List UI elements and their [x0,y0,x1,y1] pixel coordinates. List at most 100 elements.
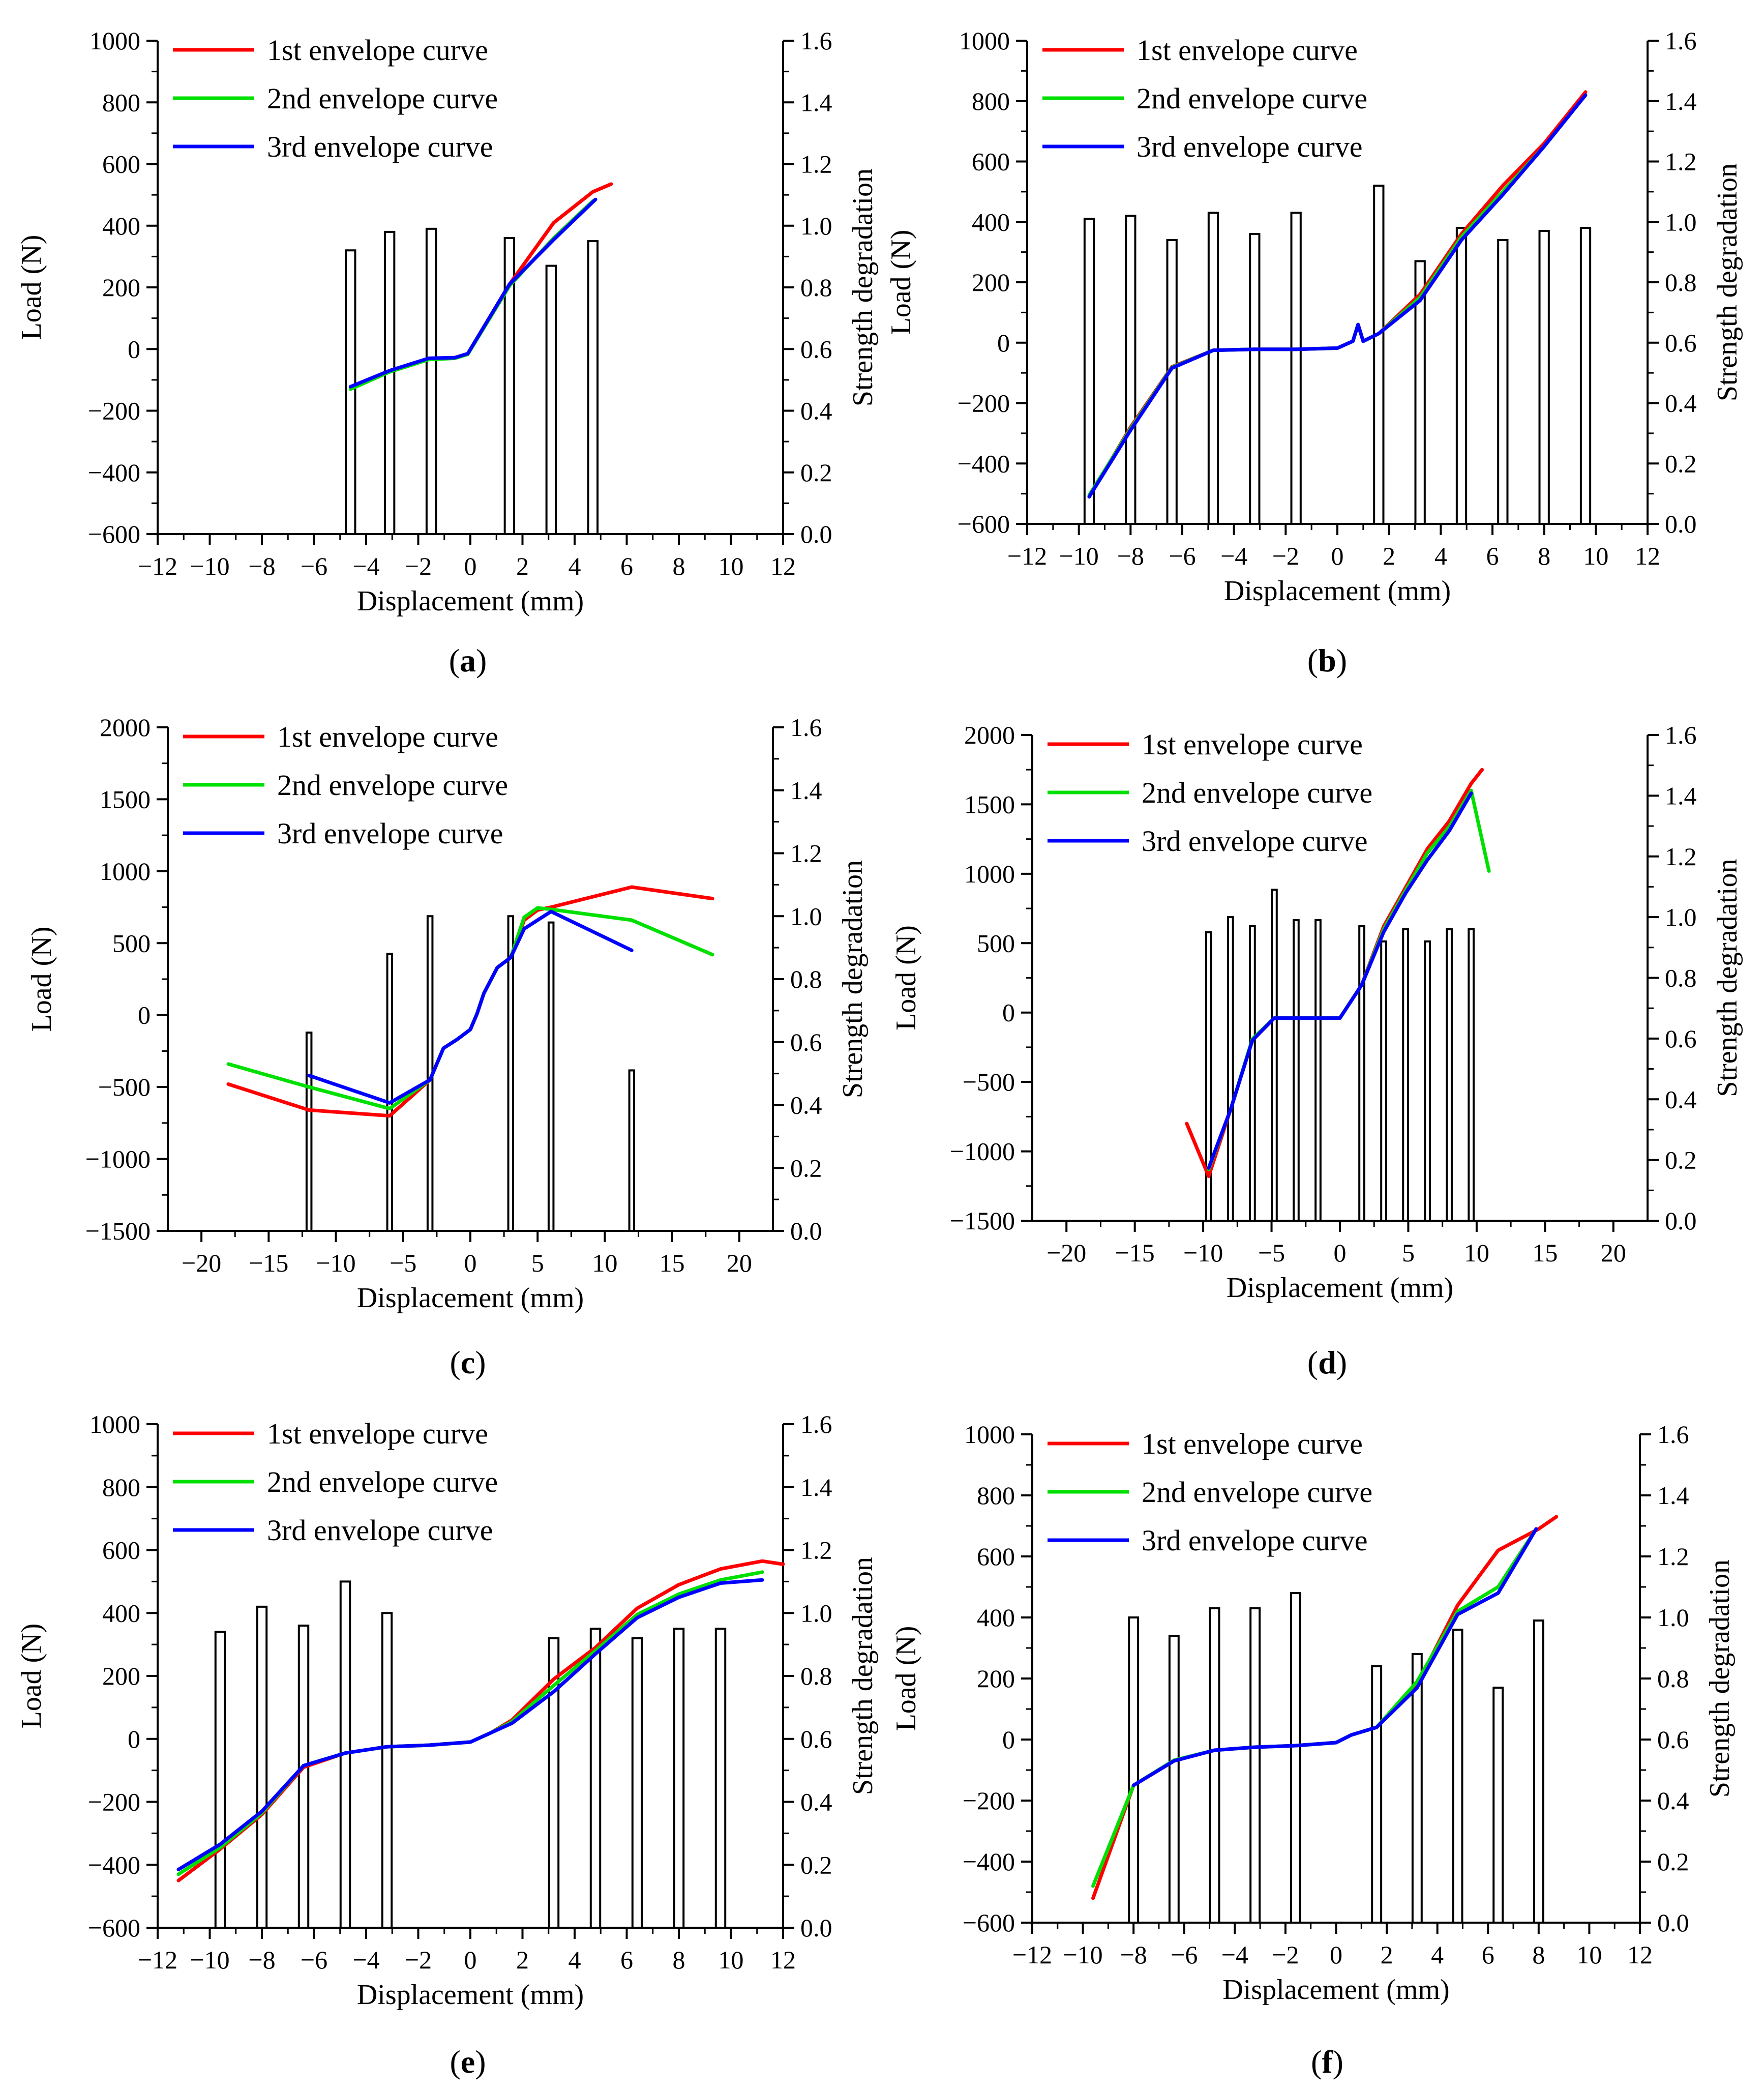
chart-panel-e: −12 −10 −8 −6 −4 −2 0 2 4 6 8 10 12 −600 −400 −200 0 200 4… [16,1410,879,2080]
caption-letter: f [1322,2044,1333,2080]
y2-tick-label: 0.8 [800,273,832,302]
y2-tick-label: 0.6 [1657,1725,1689,1754]
x-tick-label: −6 [301,552,327,580]
x-tick-label: 8 [1538,542,1550,570]
x-tick-label: 15 [660,1249,685,1277]
caption-letter: d [1318,1344,1336,1380]
x-tick-label: 8 [673,552,685,580]
x-tick-label: −4 [1220,542,1247,570]
degradation-bar [1249,925,1256,1222]
y2-tick-label: 1.2 [1665,842,1697,871]
series-line [348,182,613,390]
y-axis-label: Load (N) [16,1624,47,1729]
y-tick-label: 200 [977,1664,1015,1693]
chart-panel-b: −12 −10 −8 −6 −4 −2 0 2 4 6 8 10 12 −600 −400 −200 0 200 4… [885,26,1743,679]
caption-paren: ) [475,2044,486,2080]
y-tick-label: 200 [102,1662,140,1690]
caption-paren: ) [1336,642,1347,679]
y2-tick-label: 1.0 [1665,903,1697,931]
degradation-bar [1538,230,1550,525]
x-tick-label: −12 [1007,542,1047,570]
y2-tick-label: 0.4 [790,1091,822,1120]
caption-paren: ( [450,1344,460,1380]
y-tick-label: −1500 [950,1206,1015,1235]
y-tick-label: 0 [138,1001,151,1029]
x-tick-label: 6 [1486,542,1499,570]
series-line [1087,93,1588,499]
legend-label: 1st envelope curve [267,1417,488,1450]
caption-paren: ) [1336,1344,1347,1380]
y-tick-label: −1500 [85,1217,151,1245]
x-tick-label: −5 [1258,1239,1285,1267]
caption-paren: ( [1307,642,1318,679]
y2-tick-label: 0.8 [790,965,822,993]
caption-paren: ( [1311,2044,1322,2080]
y2-tick-label: 0.2 [800,1850,832,1879]
y2-tick-label: 0.2 [1657,1847,1689,1876]
y2-tick-label: 1.4 [800,88,832,116]
degradation-bar [1492,1687,1504,1924]
caption-paren: ) [476,642,487,679]
chart-panel-c: −20 −15 −10 −5 0 5 10 15 20 −1500 −1000 −500 0 500 100… [26,713,869,1380]
y2-tick-label: 1.0 [1657,1603,1689,1632]
y2-tick-label: 0.2 [1665,1146,1697,1174]
x-tick-label: −8 [248,552,275,580]
y-tick-label: 800 [972,87,1010,115]
x-tick-label: −20 [1047,1239,1086,1267]
y-tick-label: 0 [1002,1725,1015,1754]
series-line [1207,791,1473,1170]
y-tick-label: 600 [977,1542,1015,1571]
degradation-bar [1402,928,1409,1222]
degradation-bar [507,915,515,1232]
series-line [226,885,714,1118]
y-tick-label: −400 [963,1847,1015,1876]
y2-tick-label: 1.0 [800,1599,832,1627]
series-line [1091,1527,1538,1888]
x-tick-label: 10 [719,552,744,580]
y2-tick-label: 1.2 [800,1536,832,1565]
x-tick-label: −10 [1183,1239,1223,1267]
series-line [176,1578,764,1871]
degradation-bar [1290,1592,1301,1924]
series-line [307,909,634,1105]
caption-paren: ( [1307,1344,1318,1380]
y-axis-label: Load (N) [885,230,917,335]
y-tick-label: −1000 [85,1145,151,1173]
x-tick-label: 0 [464,552,477,580]
panel-caption: (b) [1307,642,1347,679]
degradation-bar [547,921,555,1232]
y2-tick-label: 0.4 [1657,1786,1689,1815]
y-tick-label: 200 [102,273,140,302]
caption-letter: b [1318,642,1336,679]
y2-axis-label: Strength degradation [1712,163,1743,401]
degradation-bar [383,230,396,535]
y2-tick-label: 0.2 [790,1154,822,1182]
legend-label: 1st envelope curve [277,720,498,753]
y2-tick-label: 0.0 [1665,510,1697,538]
x-tick-label: −4 [352,552,379,580]
y-tick-label: 800 [102,88,140,116]
y2-tick-label: 0.6 [790,1028,822,1056]
y-tick-label: −1000 [950,1137,1015,1166]
y2-tick-label: 0.8 [1665,268,1697,297]
y2-tick-label: 0.4 [800,397,832,425]
legend-label: 3rd envelope curve [267,1514,493,1547]
y-tick-label: 600 [102,1536,140,1565]
x-tick-label: −12 [138,552,177,580]
y-tick-label: 1000 [964,1420,1015,1449]
y-tick-label: −200 [88,397,140,425]
degradation-bar [1290,212,1302,525]
y2-tick-label: 0.6 [1665,329,1697,357]
degradation-bar [1168,1635,1180,1924]
x-tick-label: 10 [1464,1239,1489,1267]
degradation-bar [305,1032,313,1232]
y2-tick-label: 0.8 [800,1662,832,1690]
x-tick-label: 4 [569,1946,581,1974]
y-tick-label: −200 [958,389,1010,418]
x-tick-label: 0 [1330,1940,1342,1969]
y-tick-label: 500 [112,929,151,957]
x-tick-label: 2 [1383,542,1395,570]
y-tick-label: 1000 [964,860,1015,888]
x-tick-label: 12 [770,552,796,580]
x-tick-label: −10 [1059,542,1099,570]
